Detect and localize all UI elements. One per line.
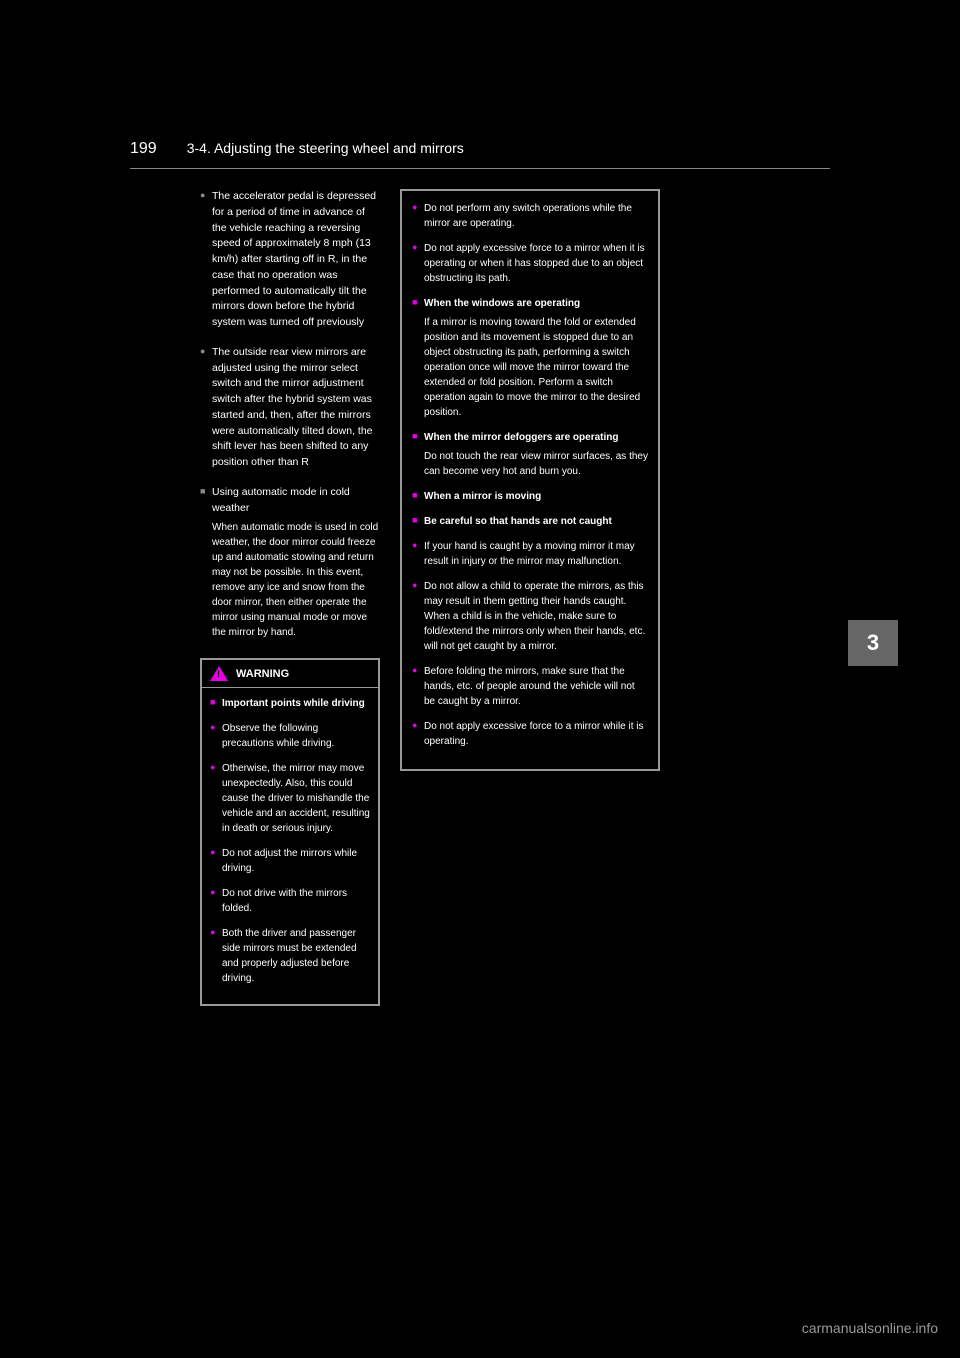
section-title: 3-4. Adjusting the steering wheel and mi… <box>187 140 830 156</box>
list-item: Be careful so that hands are not caught <box>412 514 648 529</box>
list-item: Do not adjust the mirrors while driving. <box>210 846 370 876</box>
list-item: Do not apply excessive force to a mirror… <box>412 719 648 749</box>
list-item: Do not allow a child to operate the mirr… <box>412 579 648 654</box>
right-column: Do not perform any switch operations whi… <box>400 189 660 1006</box>
right-box: Do not perform any switch operations whi… <box>400 189 660 771</box>
list-item: Observe the following precautions while … <box>210 721 370 751</box>
list-item: Otherwise, the mirror may move unexpecte… <box>210 761 370 836</box>
list-item: Do not apply excessive force to a mirror… <box>412 241 648 286</box>
item-heading: Using automatic mode in cold weather <box>212 486 350 514</box>
list-item: Both the driver and passenger side mirro… <box>210 926 370 986</box>
page-header: 199 3-4. Adjusting the steering wheel an… <box>130 140 830 169</box>
list-item: Do not perform any switch operations whi… <box>412 201 648 231</box>
page-number: 199 <box>130 140 157 158</box>
list-item: If your hand is caught by a moving mirro… <box>412 539 648 569</box>
item-subtext: When automatic mode is used in cold weat… <box>212 520 380 640</box>
list-item: Important points while driving <box>210 696 370 711</box>
item-heading: When the mirror defoggers are operating <box>424 432 618 443</box>
list-item: When the mirror defoggers are operating … <box>412 430 648 479</box>
warning-box: ! WARNING Important points while driving… <box>200 658 380 1006</box>
item-subtext: If a mirror is moving toward the fold or… <box>424 315 648 420</box>
list-item: Do not drive with the mirrors folded. <box>210 886 370 916</box>
list-item: When a mirror is moving <box>412 489 648 504</box>
list-item: When the windows are operating If a mirr… <box>412 296 648 420</box>
chapter-number: 3 <box>867 630 879 656</box>
left-column: The accelerator pedal is depressed for a… <box>130 189 380 1006</box>
list-item: Before folding the mirrors, make sure th… <box>412 664 648 709</box>
watermark: carmanualsonline.info <box>802 1320 938 1336</box>
item-heading: When the windows are operating <box>424 298 580 309</box>
warning-title: WARNING <box>236 668 289 680</box>
list-item: The accelerator pedal is depressed for a… <box>200 189 380 331</box>
warning-header: ! WARNING <box>202 660 378 688</box>
list-item: The outside rear view mirrors are adjust… <box>200 345 380 471</box>
chapter-tab: 3 <box>848 620 898 666</box>
list-item: Using automatic mode in cold weather Whe… <box>200 485 380 641</box>
warning-icon: ! <box>210 666 228 681</box>
item-subtext: Do not touch the rear view mirror surfac… <box>424 449 648 479</box>
